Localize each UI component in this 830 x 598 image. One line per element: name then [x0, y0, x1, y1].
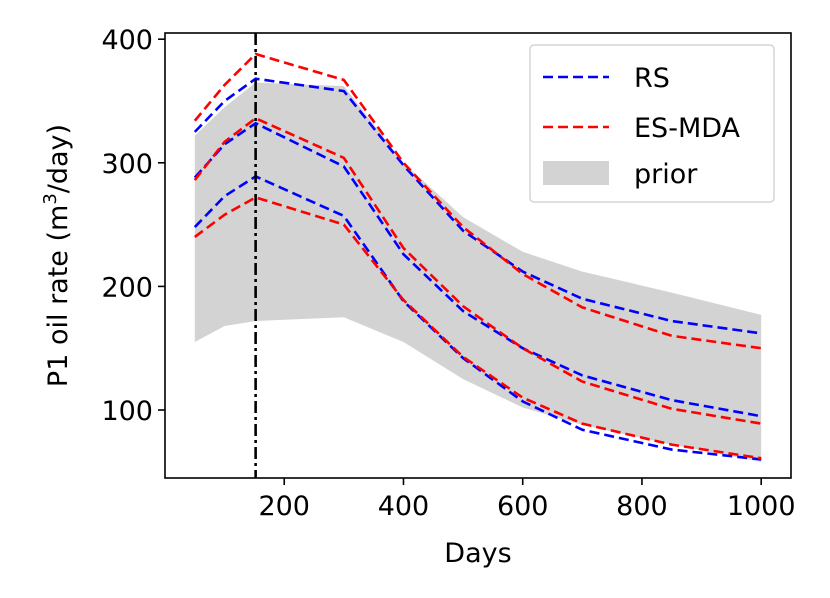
x-tick-label: 600: [497, 491, 549, 522]
series-line-rs-0: [193, 77, 762, 335]
series-line-rs-1: [193, 121, 762, 418]
y-tick-label: 100: [101, 396, 153, 427]
x-tick-label: 400: [378, 491, 430, 522]
y-axis-label-prefix: P1 oil rate (m: [43, 205, 74, 387]
legend-label-prior: prior: [634, 159, 698, 190]
legend: RS ES-MDA prior: [529, 44, 775, 203]
legend-swatch-prior: [543, 161, 609, 185]
series-line-es-mda-3: [193, 52, 762, 350]
legend-label-es-mda: ES-MDA: [634, 113, 741, 144]
axes-frame: [164, 32, 792, 479]
x-tick-label: 800: [616, 491, 668, 522]
y-tick-label: 200: [101, 272, 153, 303]
plot-area: [193, 33, 762, 478]
x-axis-label: Days: [444, 538, 511, 569]
x-tick-label: 1000: [727, 491, 796, 522]
y-axis-label: P1 oil rate (m3/day): [40, 124, 74, 387]
y-axis-label-superscript: 3: [40, 193, 61, 204]
tick-marks: 200 400 600 800 1000 100 200 300 400: [101, 25, 795, 522]
x-tick-label: 200: [258, 491, 310, 522]
legend-label-rs: RS: [634, 63, 670, 94]
prior-band: [194, 82, 762, 462]
y-axis-label-suffix: /day): [43, 124, 74, 193]
series-line-es-mda-5: [194, 195, 762, 460]
y-tick-label: 400: [101, 25, 153, 56]
y-tick-label: 300: [101, 149, 153, 180]
series-line-es-mda-4: [193, 116, 762, 425]
